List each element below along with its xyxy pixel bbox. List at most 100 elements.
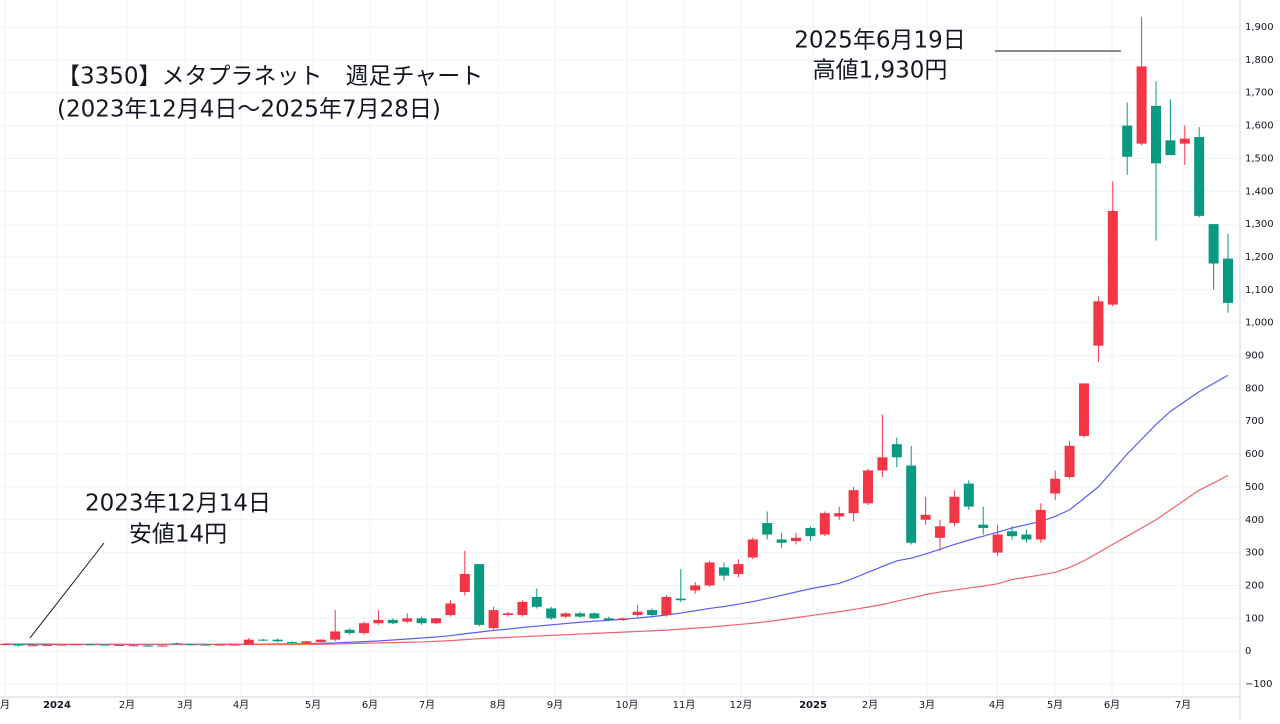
candle-body bbox=[128, 645, 139, 647]
chart-subtitle: (2023年12月4日～2025年7月28日) bbox=[57, 97, 441, 123]
annotation: 2025年6月19日 bbox=[794, 28, 965, 54]
x-tick-label: 2月 bbox=[119, 699, 135, 711]
x-tick-label: 5月 bbox=[1047, 699, 1063, 711]
y-tick-label: 1,400 bbox=[1245, 186, 1274, 197]
candle-body bbox=[85, 644, 96, 646]
y-tick-label: 100 bbox=[1245, 613, 1264, 624]
candle-body bbox=[1208, 224, 1219, 264]
candle-body bbox=[1050, 478, 1061, 494]
y-tick-label: 1,900 bbox=[1245, 22, 1274, 33]
candle-body bbox=[891, 444, 902, 458]
x-tick-label: 9月 bbox=[547, 699, 563, 711]
candle-body bbox=[474, 564, 485, 625]
y-tick-label: −100 bbox=[1245, 679, 1272, 690]
candle-body bbox=[675, 598, 686, 601]
candle-body bbox=[791, 537, 801, 542]
y-tick-label: 700 bbox=[1245, 416, 1264, 427]
y-tick-label: 1,300 bbox=[1245, 219, 1274, 230]
candle-body bbox=[992, 534, 1003, 553]
x-tick-label: 10月 bbox=[616, 699, 639, 711]
annotation-line bbox=[29, 542, 105, 639]
candle-body bbox=[373, 619, 384, 624]
x-tick-label: 6月 bbox=[362, 699, 378, 711]
candle-body bbox=[99, 644, 110, 646]
candle-body bbox=[71, 644, 81, 646]
candle-body bbox=[517, 601, 528, 616]
y-tick-label: 300 bbox=[1245, 548, 1264, 559]
candle-body bbox=[143, 645, 153, 647]
annotation: 高値1,930円 bbox=[813, 58, 948, 84]
candle-body bbox=[315, 639, 326, 642]
candle-body bbox=[560, 613, 571, 617]
marks bbox=[0, 17, 1233, 647]
candle-body bbox=[747, 539, 758, 558]
y-tick-label: 1,500 bbox=[1245, 153, 1274, 164]
x-tick-label: 2024 bbox=[43, 700, 71, 711]
candle-body bbox=[13, 643, 24, 646]
candle-body bbox=[344, 629, 355, 634]
candle-body bbox=[935, 526, 945, 538]
candle-body bbox=[301, 641, 312, 643]
y-tick-label: 1,800 bbox=[1245, 55, 1274, 66]
candle-body bbox=[359, 623, 369, 634]
candle-body bbox=[877, 457, 888, 471]
y-tick-label: 500 bbox=[1245, 482, 1264, 493]
candle-body bbox=[1151, 105, 1161, 164]
candle-body bbox=[589, 613, 600, 619]
annotation: 2023年12月14日 bbox=[85, 491, 271, 517]
candle-body bbox=[1165, 140, 1176, 156]
candle-body bbox=[431, 618, 441, 624]
x-tick-label: 12月 bbox=[730, 699, 753, 711]
candle-body bbox=[949, 496, 960, 524]
candle-body bbox=[1021, 534, 1032, 540]
x-tick-label: 3月 bbox=[177, 699, 193, 711]
chart-title: 【3350】メタプラネット 週足チャート bbox=[57, 64, 483, 90]
candle-body bbox=[503, 613, 513, 616]
candle-body bbox=[546, 608, 557, 619]
y-tick-label: 400 bbox=[1245, 515, 1264, 526]
y-tick-label: 600 bbox=[1245, 449, 1264, 460]
candle-body bbox=[272, 639, 283, 642]
candle-body bbox=[330, 631, 341, 640]
candle-body bbox=[243, 639, 254, 645]
candle-body bbox=[459, 573, 470, 593]
x-tick-label: 7月 bbox=[419, 699, 435, 711]
x-tick-label: 5月 bbox=[305, 699, 321, 711]
candle-body bbox=[1035, 509, 1046, 540]
annotation: 安値14円 bbox=[129, 522, 227, 548]
candle-body bbox=[661, 596, 672, 616]
candle-body bbox=[690, 585, 701, 591]
candle-body bbox=[1107, 210, 1118, 305]
x-tick-label: 月 bbox=[0, 699, 10, 711]
candle-body bbox=[575, 613, 585, 617]
x-tick-label: 8月 bbox=[490, 699, 506, 711]
candle-body bbox=[186, 644, 197, 646]
candle-body bbox=[1007, 531, 1017, 537]
candle-body bbox=[805, 527, 816, 537]
y-tick-label: 800 bbox=[1245, 383, 1264, 394]
candle-body bbox=[157, 645, 168, 647]
candle-body bbox=[834, 513, 845, 517]
y-tick-label: 1,600 bbox=[1245, 121, 1274, 132]
candle-body bbox=[387, 619, 398, 624]
y-tick-label: 0 bbox=[1245, 646, 1251, 657]
x-tick-label: 4月 bbox=[989, 699, 1005, 711]
x-tick-label: 2月 bbox=[862, 699, 878, 711]
candle-body bbox=[647, 610, 657, 616]
candle-body bbox=[56, 644, 67, 646]
candle-body bbox=[1122, 125, 1133, 157]
candle-body bbox=[114, 644, 125, 646]
candle-body bbox=[1064, 445, 1075, 478]
candle-body bbox=[863, 470, 873, 504]
x-tick-label: 4月 bbox=[233, 699, 249, 711]
candle-body bbox=[1194, 137, 1205, 216]
candle-body bbox=[445, 603, 456, 616]
y-tick-label: 1,100 bbox=[1245, 285, 1274, 296]
candle-body bbox=[171, 643, 182, 645]
candle-body bbox=[704, 562, 715, 586]
grid bbox=[0, 0, 1240, 697]
candle-body bbox=[27, 645, 38, 647]
candle-body bbox=[906, 465, 917, 543]
candle-body bbox=[719, 567, 729, 576]
candle-body bbox=[603, 618, 614, 620]
